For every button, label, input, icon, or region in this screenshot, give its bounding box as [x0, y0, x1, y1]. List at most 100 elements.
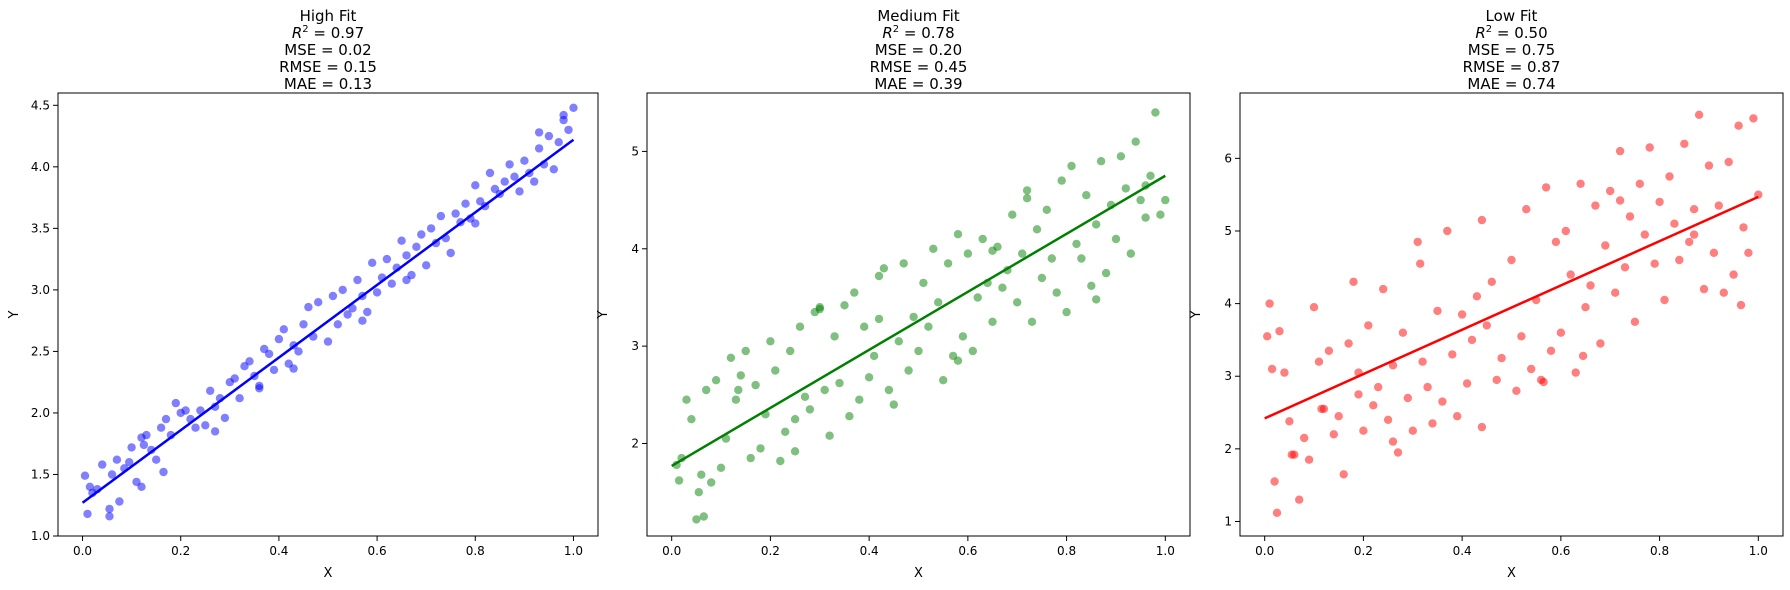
- fit-line: [81, 138, 575, 504]
- data-point: [569, 103, 578, 113]
- data-point: [1578, 351, 1588, 361]
- data-point: [1556, 328, 1566, 337]
- data-point: [963, 249, 973, 258]
- x-tick-label: 0.0: [662, 544, 681, 558]
- data-point: [515, 187, 524, 196]
- data-point: [711, 376, 721, 385]
- data-point: [1665, 172, 1674, 181]
- x-tick-label: 0.6: [958, 544, 977, 558]
- data-point: [840, 301, 849, 310]
- data-point: [771, 366, 780, 375]
- data-point: [210, 427, 220, 436]
- chart-title: High Fit: [300, 7, 357, 25]
- data-point: [1443, 226, 1452, 236]
- data-point: [978, 234, 987, 244]
- axes-frame: [1239, 92, 1784, 537]
- y-tick-label: 4.5: [31, 98, 50, 112]
- x-tick-label: 0.6: [1551, 544, 1570, 558]
- data-point: [1008, 210, 1017, 219]
- data-point: [958, 332, 968, 341]
- data-point: [1344, 339, 1353, 348]
- data-point: [510, 172, 519, 181]
- y-tick-label: 2: [1224, 442, 1232, 456]
- data-point: [471, 219, 480, 228]
- data-point: [1482, 321, 1492, 330]
- data-point: [1275, 327, 1284, 336]
- axes-frame: [646, 92, 1191, 537]
- scatter-points: [80, 103, 578, 521]
- data-point: [1413, 237, 1422, 247]
- data-point: [1517, 332, 1526, 341]
- data-point: [1032, 225, 1042, 234]
- data-point: [1418, 357, 1427, 366]
- data-point: [353, 275, 362, 285]
- data-point: [1438, 397, 1447, 406]
- data-point: [422, 261, 431, 270]
- data-point: [220, 413, 230, 423]
- x-tick-label: 1.0: [564, 544, 583, 558]
- metric-label: MAE = 0.13: [284, 75, 372, 93]
- data-point: [500, 177, 509, 186]
- data-point: [1398, 328, 1408, 337]
- x-tick-label: 0.6: [368, 544, 387, 558]
- data-point: [869, 351, 879, 361]
- metric-label: R2 = 0.50: [1475, 24, 1547, 42]
- data-point: [1062, 307, 1071, 317]
- data-point: [781, 427, 790, 436]
- data-point: [756, 444, 765, 453]
- fit-line: [1264, 195, 1759, 420]
- data-point: [451, 209, 460, 218]
- data-point: [1694, 110, 1704, 120]
- data-point: [1027, 317, 1037, 326]
- data-point: [1383, 415, 1393, 424]
- y-tick-label: 3: [1224, 369, 1232, 383]
- data-point: [835, 378, 844, 388]
- data-point: [1546, 346, 1556, 355]
- metric-label: MAE = 0.74: [1467, 75, 1555, 93]
- data-point: [1650, 259, 1659, 268]
- metric-label: R2 = 0.97: [292, 24, 364, 42]
- data-point: [1615, 146, 1625, 156]
- data-point: [343, 310, 352, 319]
- data-point: [909, 312, 918, 322]
- data-point: [1462, 379, 1472, 388]
- data-point: [1729, 270, 1738, 279]
- data-point: [1280, 368, 1289, 377]
- data-point: [1428, 419, 1437, 428]
- data-point: [1408, 426, 1418, 435]
- data-point: [80, 471, 90, 480]
- data-point: [1092, 220, 1101, 229]
- data-point: [471, 181, 480, 190]
- data-point: [1300, 433, 1309, 443]
- data-point: [1077, 254, 1086, 263]
- data-point: [1734, 121, 1743, 130]
- data-point: [1329, 430, 1339, 439]
- data-point: [436, 211, 446, 221]
- data-point: [245, 357, 254, 366]
- metric-label: MAE = 0.39: [874, 75, 962, 93]
- metric-label: RMSE = 0.15: [279, 58, 377, 76]
- data-point: [368, 258, 377, 267]
- data-point: [201, 421, 210, 430]
- data-point: [544, 131, 554, 141]
- data-point: [274, 334, 284, 344]
- data-point: [230, 374, 239, 383]
- data-point: [1467, 335, 1477, 345]
- x-tick-label: 1.0: [1749, 544, 1768, 558]
- y-axis-label: Y: [1189, 310, 1204, 319]
- data-point: [934, 298, 943, 307]
- data-point: [1151, 108, 1160, 117]
- data-point: [953, 356, 963, 365]
- data-point: [1265, 299, 1274, 308]
- data-point: [323, 337, 333, 346]
- data-point: [1087, 281, 1096, 290]
- x-tick-label: 0.4: [269, 544, 288, 558]
- data-point: [1379, 284, 1388, 294]
- data-point: [1630, 317, 1640, 326]
- data-point: [294, 347, 303, 356]
- data-point: [564, 125, 573, 135]
- data-point: [1057, 176, 1066, 185]
- data-point: [687, 415, 696, 424]
- data-point: [549, 165, 558, 174]
- data-point: [746, 453, 755, 463]
